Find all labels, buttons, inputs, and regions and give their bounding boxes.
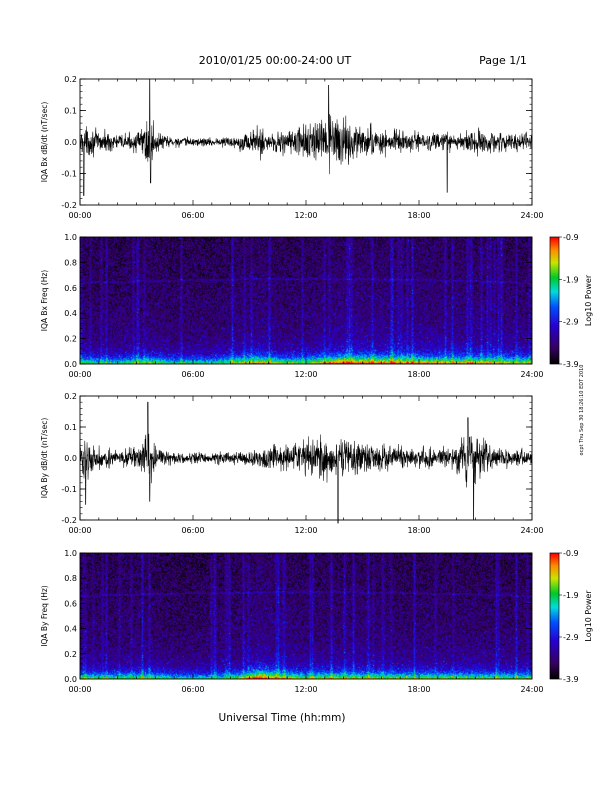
page-title: 2010/01/25 00:00-24:00 UT <box>199 54 352 67</box>
panel4-x-tick-label: 24:00 <box>520 685 543 694</box>
panel3-y-axis-title: IQA By dB/dt (nT/sec) <box>40 418 49 499</box>
panel2-colorbar-title: Log10 Power <box>584 274 593 326</box>
panel2-heatmap-image <box>80 237 532 364</box>
panel4-y-tick-label: 0.8 <box>64 574 77 583</box>
panel4-colorbar-tick-label: -1.9 <box>563 591 579 600</box>
panel4-axes: 0.0 0.2 0.4 0.6 0.8 1.0 00:00 06:00 12:00 18:00 24… <box>40 549 544 694</box>
panel4-y-tick-label: 1.0 <box>64 549 77 558</box>
panel1-x-tick-label: 00:00 <box>68 211 91 220</box>
x-axis-title: Universal Time (hh:mm) <box>219 712 346 724</box>
panel3-y-tick-label: 0.2 <box>64 392 77 401</box>
panel2-colorbar-tick-label: -0.9 <box>563 233 579 242</box>
panel2-colorbar-tick-label: -2.9 <box>563 318 579 327</box>
panel2-y-tick-label: 1.0 <box>64 233 77 242</box>
panel4-frame <box>79 552 533 680</box>
panel3-y-tick-label: 0.1 <box>64 423 77 432</box>
panel4-y-tick-label: 0.6 <box>64 599 77 608</box>
panel2-colorbar: -0.9 -1.9 -2.9 -3.9 Log10 Power <box>549 233 593 369</box>
panel1-x-tick-label: 06:00 <box>181 211 204 220</box>
panel3-x-tick-label: 12:00 <box>294 526 317 535</box>
panel2-colorbar-tick-label: -1.9 <box>563 275 579 284</box>
panel1-series-line <box>79 78 533 196</box>
panel1-y-tick-label: 0.1 <box>64 107 77 116</box>
panel1-x-tick-label: 18:00 <box>407 211 430 220</box>
panel4-colorbar-tick-label: -3.9 <box>563 675 579 684</box>
panel4-x-tick-label: 18:00 <box>407 685 430 694</box>
panel4-x-tick-label: 06:00 <box>181 685 204 694</box>
page-number: Page 1/1 <box>479 54 527 67</box>
panel2-x-tick-label: 00:00 <box>68 370 91 379</box>
panel2-colorbar-frame <box>549 236 560 365</box>
panel3-x-tick-label: 00:00 <box>68 526 91 535</box>
panel3-x-tick-label: 18:00 <box>407 526 430 535</box>
panel1-y-tick-label: 0.2 <box>64 75 77 84</box>
panel4-colorbar-tick-label: -2.9 <box>563 633 579 642</box>
panel4-colorbar-gradient <box>550 553 559 679</box>
panel4-y-tick-label: 0.2 <box>64 650 77 659</box>
panel1-frame <box>79 78 533 206</box>
panel4-x-tick-label: 00:00 <box>68 685 91 694</box>
panel4-x-tick-label: 12:00 <box>294 685 317 694</box>
panel3-series-line <box>79 401 533 524</box>
panel1-x-tick-label: 12:00 <box>294 211 317 220</box>
panel3-x-tick-label: 06:00 <box>181 526 204 535</box>
panel4-colorbar-tick-label: -0.9 <box>563 549 579 558</box>
panel1-axes: -0.2 -0.1 0.0 0.1 0.2 00:00 06:00 12:00 18:00 24:… <box>40 75 544 220</box>
panel2-y-tick-label: 0.0 <box>64 360 77 369</box>
panel2-y-tick-label: 0.8 <box>64 258 77 267</box>
panel4-y-axis-title: IQA By Freq (Hz) <box>40 585 49 647</box>
panel2-colorbar-tick-label: -3.9 <box>563 360 579 369</box>
panel2-y-tick-label: 0.4 <box>64 309 77 318</box>
panel4-heatmap-image <box>80 553 532 679</box>
panel4-colorbar-frame <box>549 552 560 680</box>
panel3-y-tick-label: -0.2 <box>61 516 77 525</box>
panels: -0.2 -0.1 0.0 0.1 0.2 00:00 06:00 12:00 18:00 24:… <box>40 75 593 694</box>
panel3-y-tick-label: -0.1 <box>61 485 77 494</box>
panel2-x-tick-label: 12:00 <box>294 370 317 379</box>
panel2-x-tick-label: 24:00 <box>520 370 543 379</box>
panel3-x-tick-label: 24:00 <box>520 526 543 535</box>
panel3-axes: -0.2 -0.1 0.0 0.1 0.2 00:00 06:00 12:00 18:00 24:… <box>40 392 544 535</box>
panel2-x-tick-label: 06:00 <box>181 370 204 379</box>
panel4-y-tick-label: 0.4 <box>64 625 77 634</box>
panel1-y-axis-title: IQA Bx dB/dt (nT/sec) <box>40 102 49 183</box>
panel4-y-tick-label: 0.0 <box>64 675 77 684</box>
panel2-axes: 0.0 0.2 0.4 0.6 0.8 1.0 00:00 06:00 12:00 18:00 24… <box>40 233 544 379</box>
panel1-x-tick-label: 24:00 <box>520 211 543 220</box>
panel1-y-tick-label: -0.1 <box>61 170 77 179</box>
panel4-colorbar-title: Log10 Power <box>584 590 593 642</box>
panel2-colorbar-gradient <box>550 237 559 364</box>
panel3-y-tick-label: 0.0 <box>64 454 77 463</box>
panel2-frame <box>79 236 533 365</box>
panel2-y-tick-label: 0.6 <box>64 284 77 293</box>
side-note: ocpt Thu Sep 30 18:26:10 EDT 2010 <box>579 365 585 456</box>
panel4-colorbar: -0.9 -1.9 -2.9 -3.9 Log10 Power <box>549 549 593 684</box>
panel2-y-axis-title: IQA Bx Freq (Hz) <box>40 270 49 332</box>
panel1-y-tick-label: -0.2 <box>61 201 77 210</box>
panel2-x-tick-label: 18:00 <box>407 370 430 379</box>
panel2-y-tick-label: 0.2 <box>64 335 77 344</box>
panel1-y-tick-label: 0.0 <box>64 138 77 147</box>
